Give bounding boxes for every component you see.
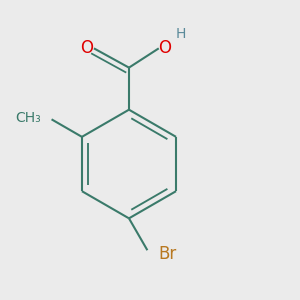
Text: H: H: [175, 27, 186, 40]
Text: O: O: [159, 39, 172, 57]
Text: O: O: [80, 39, 93, 57]
Text: Br: Br: [159, 245, 177, 263]
Text: CH₃: CH₃: [15, 111, 41, 124]
